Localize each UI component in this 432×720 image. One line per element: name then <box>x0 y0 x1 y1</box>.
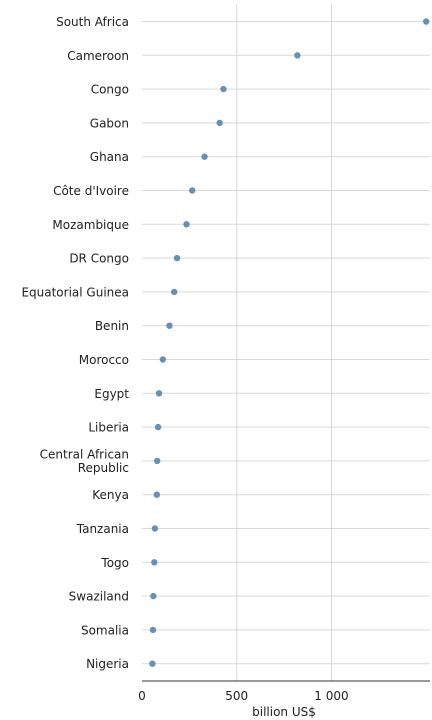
category-label: Mozambique <box>52 218 129 232</box>
category-label: Liberia <box>88 421 129 435</box>
category-labels: South Africa Cameroon Congo Gabon Ghana Côte … <box>21 15 129 671</box>
category-label: Cameroon <box>67 49 129 63</box>
data-point <box>189 187 196 194</box>
category-label: Egypt <box>94 387 129 401</box>
category-label: Central African Republic <box>40 448 129 476</box>
x-axis-title: billion US$ <box>252 705 316 719</box>
category-label: Somalia <box>81 623 129 637</box>
data-point <box>173 254 181 262</box>
data-point <box>166 322 173 329</box>
category-label: Congo <box>91 83 129 97</box>
category-label: Benin <box>95 319 129 333</box>
data-points <box>149 18 430 667</box>
data-point <box>154 423 162 431</box>
data-point <box>149 660 156 667</box>
data-point <box>150 592 157 600</box>
x-tick-label: 0 <box>138 689 146 703</box>
x-tick-labels: 0 500 1 000 <box>138 689 348 703</box>
data-point <box>153 491 160 498</box>
category-label: Côte d'Ivoire <box>53 184 129 198</box>
data-point <box>171 288 178 296</box>
data-point <box>294 52 301 59</box>
data-point <box>151 559 158 566</box>
category-label: South Africa <box>56 15 129 29</box>
data-point <box>159 356 167 363</box>
category-label: Tanzania <box>76 522 129 536</box>
row-lines <box>142 21 430 665</box>
category-label: Morocco <box>79 353 129 367</box>
grid-lines <box>236 4 332 681</box>
category-label: Kenya <box>92 488 129 502</box>
category-label: Equatorial Guinea <box>21 285 129 299</box>
x-tick-label: 1 000 <box>314 689 348 703</box>
category-label: DR Congo <box>69 252 129 266</box>
x-tick-label: 500 <box>225 689 248 703</box>
data-point <box>423 18 430 25</box>
data-point <box>220 85 227 93</box>
category-label: Gabon <box>90 116 129 130</box>
category-label: Nigeria <box>86 657 129 671</box>
data-point <box>183 221 190 228</box>
data-point <box>149 626 157 634</box>
data-point <box>201 153 208 160</box>
category-label: Swaziland <box>69 590 129 604</box>
data-point <box>151 525 159 532</box>
data-point <box>155 390 163 397</box>
category-label: Togo <box>100 556 129 570</box>
data-point <box>153 457 161 465</box>
category-label: Ghana <box>90 150 129 164</box>
data-point <box>216 119 223 127</box>
